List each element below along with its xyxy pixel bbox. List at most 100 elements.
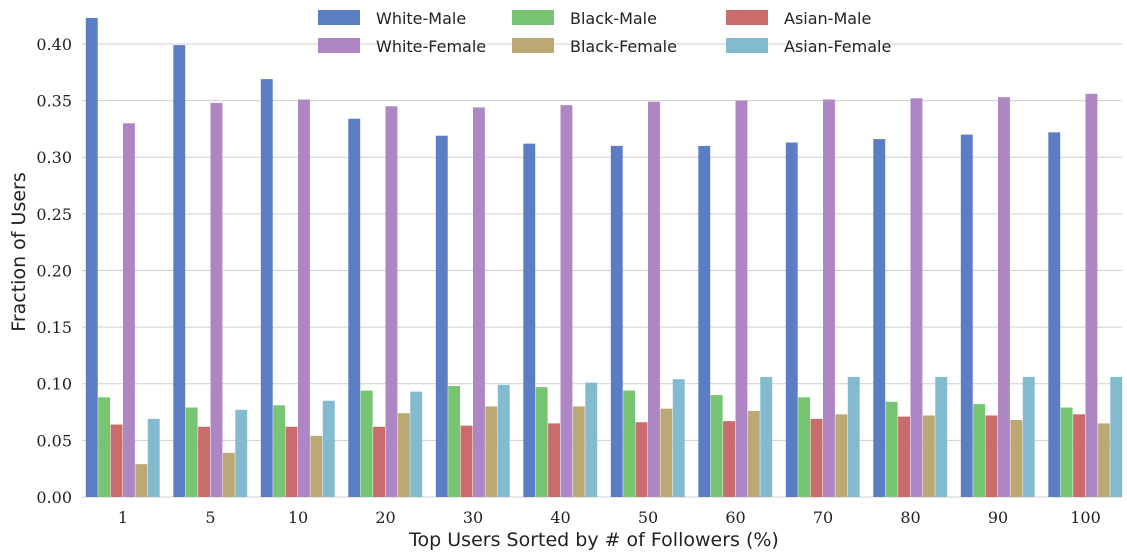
x-tick-label-90: 90 xyxy=(988,508,1008,527)
bar-asian-male-60 xyxy=(723,421,735,497)
x-axis-label: Top Users Sorted by # of Followers (%) xyxy=(408,529,779,551)
bar-white-male-100 xyxy=(1048,132,1061,497)
bar-white-male-5 xyxy=(173,45,186,497)
bar-asian-female-40 xyxy=(585,382,598,497)
bar-white-male-90 xyxy=(960,134,973,497)
y-tick-labels: 0.00 0.05 0.10 0.15 0.20 0.25 0.30 0.35 0.40 xyxy=(36,35,72,507)
x-tick-label-10: 10 xyxy=(288,508,308,527)
legend-label-white-male: White-Male xyxy=(376,9,466,28)
bar-black-male-10 xyxy=(273,405,286,497)
bar-white-male-40 xyxy=(523,143,536,498)
y-tick-label-7: 0.35 xyxy=(36,92,72,111)
legend-swatch-white-male xyxy=(318,10,360,25)
y-axis-label: Fraction of Users xyxy=(8,172,30,331)
bar-black-male-80 xyxy=(885,401,898,497)
bar-white-male-30 xyxy=(435,135,448,497)
bar-white-female-20 xyxy=(385,106,398,497)
x-tick-label-70: 70 xyxy=(813,508,833,527)
bar-asian-female-30 xyxy=(497,384,510,497)
bar-asian-female-90 xyxy=(1022,376,1035,497)
y-tick-label-6: 0.30 xyxy=(36,148,72,167)
bar-black-female-50 xyxy=(660,408,673,497)
bar-white-female-30 xyxy=(473,107,485,498)
bar-white-female-80 xyxy=(910,98,923,497)
y-tick-label-3: 0.15 xyxy=(36,318,72,337)
x-tick-label-100: 100 xyxy=(1070,508,1101,527)
x-tick-label-60: 60 xyxy=(725,508,745,527)
bar-black-female-90 xyxy=(1010,419,1023,497)
bar-asian-male-90 xyxy=(985,415,998,497)
x-tick-labels: 1 5 10 20 30 40 50 60 70 80 90 100 xyxy=(118,508,1101,527)
bar-white-male-20 xyxy=(348,118,361,497)
bar-white-male-1 xyxy=(85,17,98,497)
legend-label-white-female: White-Female xyxy=(376,37,486,56)
x-tick-label-20: 20 xyxy=(375,508,395,527)
bar-asian-female-50 xyxy=(672,379,685,497)
y-tick-label-8: 0.40 xyxy=(36,35,72,54)
bar-black-female-80 xyxy=(922,415,935,497)
bar-asian-male-50 xyxy=(635,422,648,497)
bar-black-male-30 xyxy=(448,386,461,497)
bar-white-female-1 xyxy=(123,123,135,498)
bar-asian-female-60 xyxy=(760,376,773,497)
legend-swatch-white-female xyxy=(318,38,360,53)
bar-asian-female-80 xyxy=(935,376,948,497)
x-tick-label-50: 50 xyxy=(638,508,658,527)
bar-black-female-10 xyxy=(310,435,323,497)
bar-black-male-70 xyxy=(798,397,811,497)
bar-asian-female-1 xyxy=(147,418,160,497)
x-tick-label-5: 5 xyxy=(205,508,215,527)
bar-black-female-60 xyxy=(747,410,760,497)
bar-asian-male-10 xyxy=(285,426,298,497)
bar-black-female-1 xyxy=(135,464,148,497)
bar-black-male-1 xyxy=(98,397,111,497)
legend-swatch-asian-male xyxy=(726,10,768,25)
bar-asian-male-100 xyxy=(1073,414,1085,497)
bar-asian-female-100 xyxy=(1110,376,1123,497)
bar-white-female-40 xyxy=(560,105,573,497)
x-tick-label-30: 30 xyxy=(463,508,483,527)
bar-black-male-40 xyxy=(535,387,548,497)
bar-black-male-100 xyxy=(1060,407,1073,497)
bar-asian-male-30 xyxy=(460,425,473,497)
bar-black-female-100 xyxy=(1097,423,1110,497)
bar-white-female-10 xyxy=(298,99,310,497)
x-tick-label-80: 80 xyxy=(900,508,920,527)
grid-layer xyxy=(82,43,1122,498)
bar-black-male-50 xyxy=(623,390,636,497)
bar-asian-female-10 xyxy=(322,400,335,497)
bar-white-female-70 xyxy=(823,99,835,497)
bar-black-female-40 xyxy=(572,406,585,497)
bar-black-female-30 xyxy=(485,406,498,497)
bar-white-male-10 xyxy=(260,79,273,497)
bar-white-female-60 xyxy=(735,100,748,498)
bar-black-male-60 xyxy=(710,395,723,497)
bar-black-male-5 xyxy=(185,407,198,497)
legend-label-asian-female: Asian-Female xyxy=(784,37,891,56)
legend-swatch-asian-female xyxy=(726,38,768,53)
y-tick-label-0: 0.00 xyxy=(36,488,72,507)
bar-white-female-90 xyxy=(998,97,1010,498)
y-tick-label-2: 0.10 xyxy=(36,375,72,394)
bar-white-male-80 xyxy=(873,139,886,497)
bar-asian-male-5 xyxy=(198,426,210,497)
legend-label-black-male: Black-Male xyxy=(570,9,657,28)
x-tick-label-40: 40 xyxy=(550,508,570,527)
bar-asian-female-20 xyxy=(410,391,423,497)
bar-asian-female-5 xyxy=(235,409,248,497)
bar-white-male-50 xyxy=(610,145,623,497)
y-tick-label-5: 0.25 xyxy=(36,205,72,224)
bar-white-female-50 xyxy=(648,101,660,497)
legend-swatch-black-male xyxy=(512,10,554,25)
legend: White-Male Black-Male Asian-Male White-Fema… xyxy=(318,9,891,56)
y-tick-label-4: 0.20 xyxy=(36,261,72,280)
bars-layer xyxy=(85,17,1123,498)
bar-white-male-60 xyxy=(698,145,711,497)
bar-black-male-20 xyxy=(360,390,373,497)
bar-asian-male-20 xyxy=(373,426,385,497)
bar-black-male-90 xyxy=(973,404,986,497)
bar-white-female-5 xyxy=(210,102,223,498)
y-tick-label-1: 0.05 xyxy=(36,431,72,450)
legend-label-black-female: Black-Female xyxy=(570,37,677,56)
